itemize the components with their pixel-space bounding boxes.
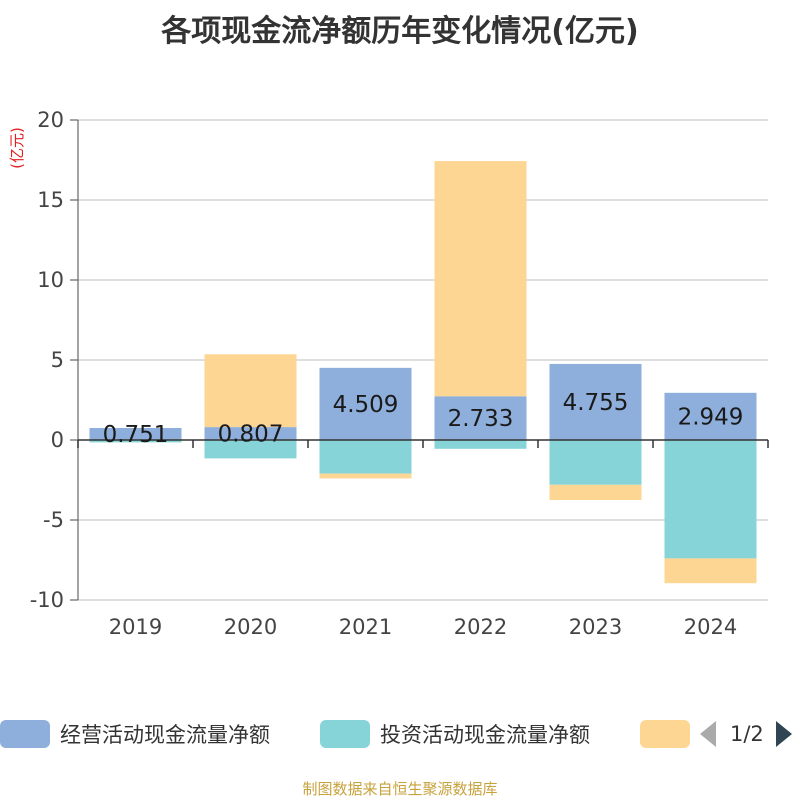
bar-2024-series-1[interactable] <box>664 440 757 559</box>
legend-pager: 1/2 <box>700 712 792 756</box>
bar-2024-series-0[interactable] <box>664 392 757 440</box>
label-layer: 0.751 0.807 4.509 2.733 4.755 2.949 <box>103 390 744 448</box>
axis-layer: -10 -5 0 5 10 15 20 2019 2020 2021 2022 2023 2024 <box>30 108 769 639</box>
legend-item-financing[interactable] <box>640 712 690 756</box>
x-tick-label: 2021 <box>339 615 392 639</box>
data-label: 0.751 <box>103 422 169 448</box>
y-tick-label: 0 <box>51 428 64 452</box>
legend-swatch-financing <box>640 720 690 748</box>
bar-2021-series-0[interactable] <box>319 367 412 440</box>
y-axis-unit-label: (亿元) <box>8 127 26 169</box>
y-tick-label: 15 <box>37 188 64 212</box>
legend-item-investing[interactable]: 投资活动现金流量净额 <box>320 712 590 756</box>
y-tick-label: -5 <box>43 508 64 532</box>
bar-2024-series-2[interactable] <box>664 558 757 584</box>
y-tick-label: 10 <box>37 268 64 292</box>
legend-label-operating: 经营活动现金流量净额 <box>60 723 270 747</box>
legend-swatch-investing <box>320 720 370 748</box>
x-tick-label: 2019 <box>109 615 162 639</box>
data-label: 2.949 <box>678 404 744 430</box>
x-tick-label: 2020 <box>224 615 277 639</box>
legend: 经营活动现金流量净额 投资活动现金流量净额 1/2 <box>0 712 800 756</box>
data-label: 0.807 <box>218 422 284 448</box>
x-tick-label: 2023 <box>569 615 622 639</box>
source-note: 制图数据来自恒生聚源数据库 <box>302 780 498 798</box>
bar-2020-series-2[interactable] <box>204 354 297 428</box>
x-tick-label: 2024 <box>684 615 737 639</box>
bar-2019-series-1[interactable] <box>89 440 182 443</box>
legend-prev-arrow-icon[interactable] <box>700 721 716 747</box>
bar-2023-series-2[interactable] <box>549 484 642 500</box>
legend-page-indicator: 1/2 <box>730 722 764 746</box>
bar-2019-series-0[interactable] <box>89 427 182 440</box>
bar-2021-series-1[interactable] <box>319 440 412 474</box>
data-label: 4.509 <box>333 392 399 418</box>
data-label: 4.755 <box>563 390 629 416</box>
data-label: 2.733 <box>448 406 514 432</box>
bar-layer <box>89 161 757 584</box>
chart-title: 各项现金流净额历年变化情况(亿元) <box>161 14 639 49</box>
bar-2023-series-1[interactable] <box>549 440 642 485</box>
bar-2020-series-1[interactable] <box>204 440 297 459</box>
x-tick-label: 2022 <box>454 615 507 639</box>
legend-item-operating[interactable]: 经营活动现金流量净额 <box>0 712 270 756</box>
grid-layer <box>78 119 768 601</box>
legend-label-investing: 投资活动现金流量净额 <box>380 723 590 747</box>
y-tick-label: 5 <box>51 348 64 372</box>
bar-2022-series-2[interactable] <box>434 161 527 397</box>
y-tick-label: -10 <box>30 588 64 612</box>
bar-2022-series-1[interactable] <box>434 440 527 449</box>
legend-next-arrow-icon[interactable] <box>775 721 792 747</box>
bar-2023-series-0[interactable] <box>549 363 642 440</box>
legend-swatch-operating <box>0 720 50 748</box>
bar-2022-series-0[interactable] <box>434 396 527 440</box>
bar-2021-series-2[interactable] <box>319 473 412 479</box>
bar-2020-series-0[interactable] <box>204 427 297 440</box>
y-tick-label: 20 <box>37 108 64 132</box>
